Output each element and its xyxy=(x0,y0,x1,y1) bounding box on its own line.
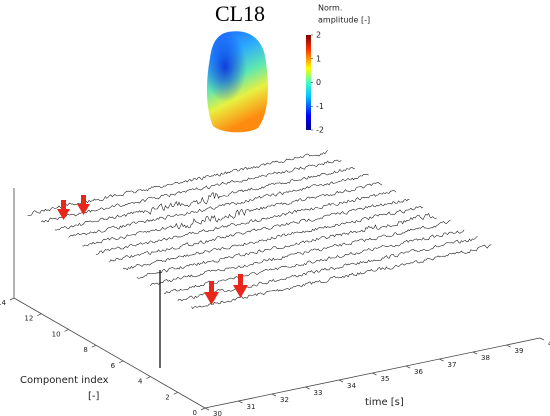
y-axis-label: Component index xyxy=(20,375,109,386)
y-tick xyxy=(9,297,15,301)
y-tick-label: 4 xyxy=(138,378,143,386)
x-tick xyxy=(506,344,511,348)
x-tick-label: 31 xyxy=(247,403,256,411)
trace xyxy=(177,236,478,302)
x-tick xyxy=(539,337,545,341)
y-tick-label: 6 xyxy=(111,362,116,370)
x-tick-label: 34 xyxy=(347,382,356,390)
trace xyxy=(41,159,342,223)
y-tick-label: 10 xyxy=(52,330,61,338)
x-tick-label: 37 xyxy=(448,361,457,369)
trace xyxy=(150,220,451,286)
y-tick xyxy=(146,376,151,379)
y-tick xyxy=(37,313,42,317)
x-tick-label: 39 xyxy=(515,347,524,355)
y-tick-label: 2 xyxy=(165,393,169,401)
x-axis-label: time [s] xyxy=(365,397,404,408)
y-tick-label: 14 xyxy=(0,299,7,307)
colorbar-label: amplitude [-] xyxy=(318,16,370,25)
trace xyxy=(82,181,383,247)
y-tick-label: 12 xyxy=(24,315,33,323)
arrow xyxy=(204,281,219,305)
x-tick xyxy=(305,386,310,390)
trace xyxy=(136,212,437,279)
colorbar-tick-label: 2 xyxy=(316,31,321,40)
trace xyxy=(191,244,492,310)
arrow xyxy=(77,195,90,215)
colorbar-label: Norm. xyxy=(318,4,342,13)
colorbar-tick-label: 1 xyxy=(316,54,321,63)
trace xyxy=(109,198,410,263)
y-tick xyxy=(173,391,178,395)
arrow xyxy=(57,200,70,220)
x-tick-label: 33 xyxy=(314,389,323,397)
colorbar xyxy=(306,35,311,130)
x-tick xyxy=(372,372,377,376)
colorbar-tick-label: -1 xyxy=(316,102,324,111)
x-tick-label: 30 xyxy=(213,410,222,416)
x-tick-label: 36 xyxy=(414,368,423,376)
colorbar-tick-label: 0 xyxy=(316,78,321,87)
x-tick xyxy=(472,351,478,355)
y-tick-label: 0 xyxy=(193,409,197,416)
x-tick xyxy=(439,358,444,362)
x-tick-label: 40 xyxy=(548,340,550,348)
x-tick xyxy=(338,379,344,383)
plot: 0 2 4 6 8 10 12 14 30 31 32 33 34 35 36 37 38 39 40 xyxy=(0,150,550,416)
trace xyxy=(164,229,465,294)
y-tick xyxy=(91,344,97,348)
trace xyxy=(54,167,355,231)
arrows xyxy=(57,195,248,305)
y-tick xyxy=(64,329,69,332)
y-axis-label: [-] xyxy=(88,391,100,402)
trace xyxy=(122,205,424,271)
arrow xyxy=(233,274,248,298)
axis-line xyxy=(13,297,206,409)
y-tick xyxy=(118,360,124,364)
trace xyxy=(27,150,328,216)
x-tick xyxy=(238,400,243,404)
y-tick xyxy=(200,407,206,411)
topomap xyxy=(206,31,268,133)
x-tick xyxy=(271,393,277,397)
y-tick-label: 8 xyxy=(83,346,87,354)
trace xyxy=(68,173,369,238)
x-tick-label: 32 xyxy=(280,396,289,404)
colorbar-tick-label: -2 xyxy=(316,126,324,135)
x-tick-label: 35 xyxy=(381,375,390,383)
x-tick xyxy=(405,365,411,369)
x-tick xyxy=(204,407,210,411)
chart-title: CL18 xyxy=(215,1,265,26)
trace xyxy=(95,190,397,255)
x-tick-label: 38 xyxy=(481,354,490,362)
